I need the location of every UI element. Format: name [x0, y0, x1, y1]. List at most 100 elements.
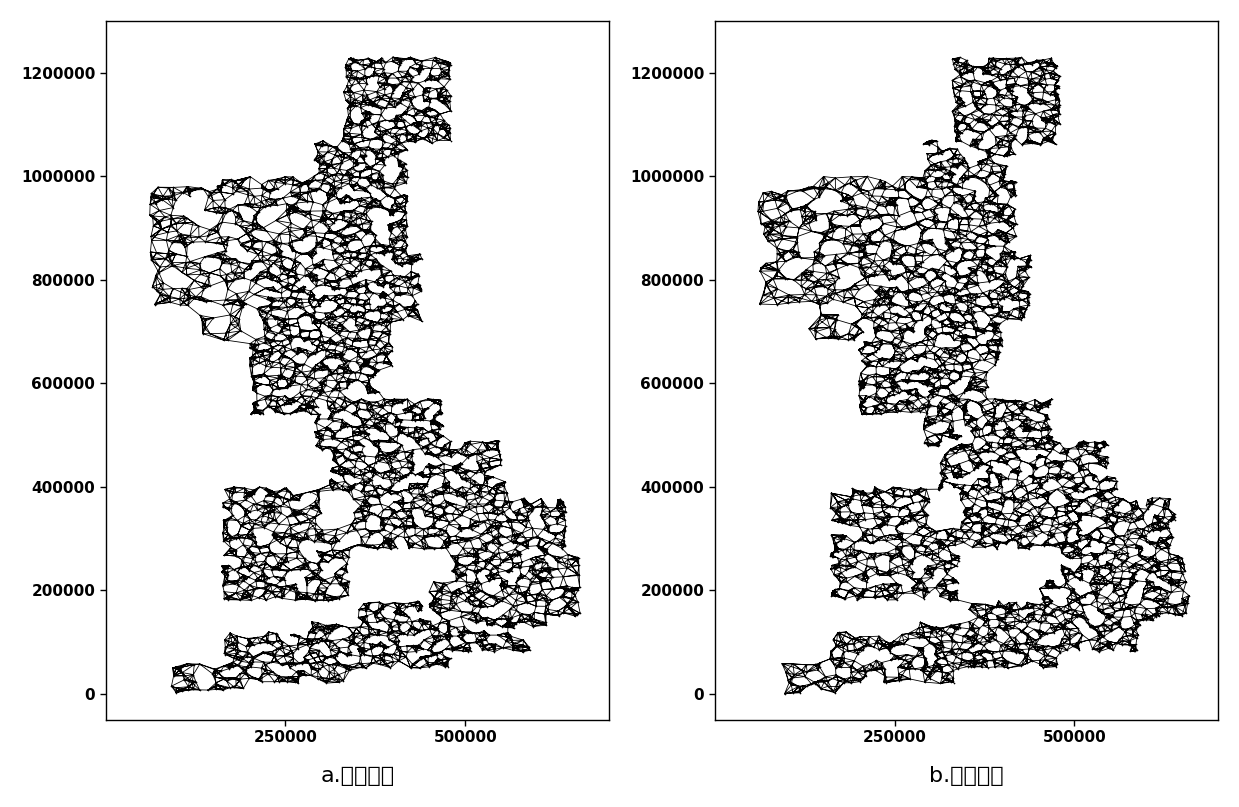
Point — [979, 217, 999, 230]
Point — [954, 243, 974, 256]
Point — [422, 604, 442, 617]
Point — [1064, 504, 1084, 517]
Point — [1084, 469, 1104, 482]
Point — [346, 269, 366, 282]
Point — [1023, 432, 1043, 445]
Point — [1006, 77, 1026, 90]
Point — [351, 500, 370, 512]
Point — [532, 541, 551, 554]
Point — [310, 408, 330, 421]
Point — [276, 373, 296, 386]
Point — [341, 122, 361, 135]
Point — [826, 668, 846, 681]
Point — [1135, 592, 1155, 605]
Point — [854, 396, 873, 409]
Point — [1094, 440, 1114, 453]
Point — [1018, 271, 1038, 284]
Point — [405, 90, 425, 103]
Point — [999, 533, 1018, 546]
Point — [1002, 533, 1022, 546]
Point — [866, 654, 886, 667]
Point — [482, 482, 502, 495]
Point — [502, 612, 522, 625]
Point — [264, 281, 284, 294]
Point — [991, 451, 1011, 464]
Point — [404, 111, 424, 123]
Point — [1056, 535, 1075, 548]
Point — [366, 62, 385, 75]
Point — [278, 280, 297, 293]
Point — [166, 684, 186, 697]
Point — [296, 655, 316, 668]
Point — [384, 606, 404, 619]
Point — [938, 344, 958, 357]
Point — [363, 420, 383, 433]
Point — [1014, 307, 1033, 320]
Point — [342, 469, 362, 482]
Point — [483, 589, 503, 602]
Point — [916, 345, 935, 358]
Point — [372, 652, 392, 665]
Point — [1017, 133, 1037, 146]
Point — [1046, 504, 1066, 516]
Point — [756, 257, 776, 270]
Point — [503, 557, 523, 570]
Point — [888, 362, 908, 375]
Point — [416, 650, 436, 663]
Point — [1162, 600, 1182, 613]
Point — [751, 217, 771, 230]
Point — [420, 82, 440, 94]
Point — [405, 132, 425, 145]
Point — [388, 257, 408, 270]
Point — [900, 385, 919, 398]
Point — [400, 52, 420, 65]
Point — [337, 660, 357, 673]
Point — [1054, 605, 1074, 618]
Point — [940, 404, 960, 416]
Point — [1106, 483, 1126, 495]
Point — [219, 576, 239, 589]
Point — [945, 178, 965, 191]
Point — [875, 312, 895, 325]
Point — [1154, 537, 1173, 550]
Point — [328, 655, 348, 668]
Point — [478, 487, 498, 500]
Point — [1004, 424, 1023, 437]
Point — [1033, 53, 1053, 66]
Point — [987, 137, 1007, 150]
Point — [767, 255, 787, 268]
Point — [1084, 436, 1104, 449]
Point — [482, 521, 502, 533]
Point — [1033, 416, 1053, 429]
Point — [1032, 401, 1052, 414]
Point — [452, 633, 472, 646]
Point — [368, 441, 388, 454]
Point — [317, 651, 337, 664]
Point — [888, 635, 908, 648]
Point — [949, 218, 969, 231]
Point — [864, 340, 883, 353]
Point — [957, 511, 976, 524]
Point — [789, 680, 809, 693]
Point — [1172, 596, 1192, 609]
Point — [870, 299, 890, 312]
Point — [942, 395, 961, 408]
Point — [835, 656, 855, 669]
Point — [300, 658, 320, 671]
Point — [1064, 537, 1084, 550]
Point — [964, 193, 984, 206]
Point — [1123, 567, 1142, 580]
Point — [1123, 624, 1142, 637]
Point — [979, 523, 999, 536]
Point — [933, 429, 953, 441]
Point — [902, 170, 922, 183]
Point — [411, 618, 431, 631]
Point — [1062, 496, 1082, 509]
Point — [893, 660, 913, 673]
Point — [290, 186, 310, 199]
Point — [989, 88, 1009, 101]
Point — [1075, 470, 1095, 483]
Point — [311, 632, 331, 645]
Point — [890, 543, 909, 556]
Point — [419, 622, 439, 635]
